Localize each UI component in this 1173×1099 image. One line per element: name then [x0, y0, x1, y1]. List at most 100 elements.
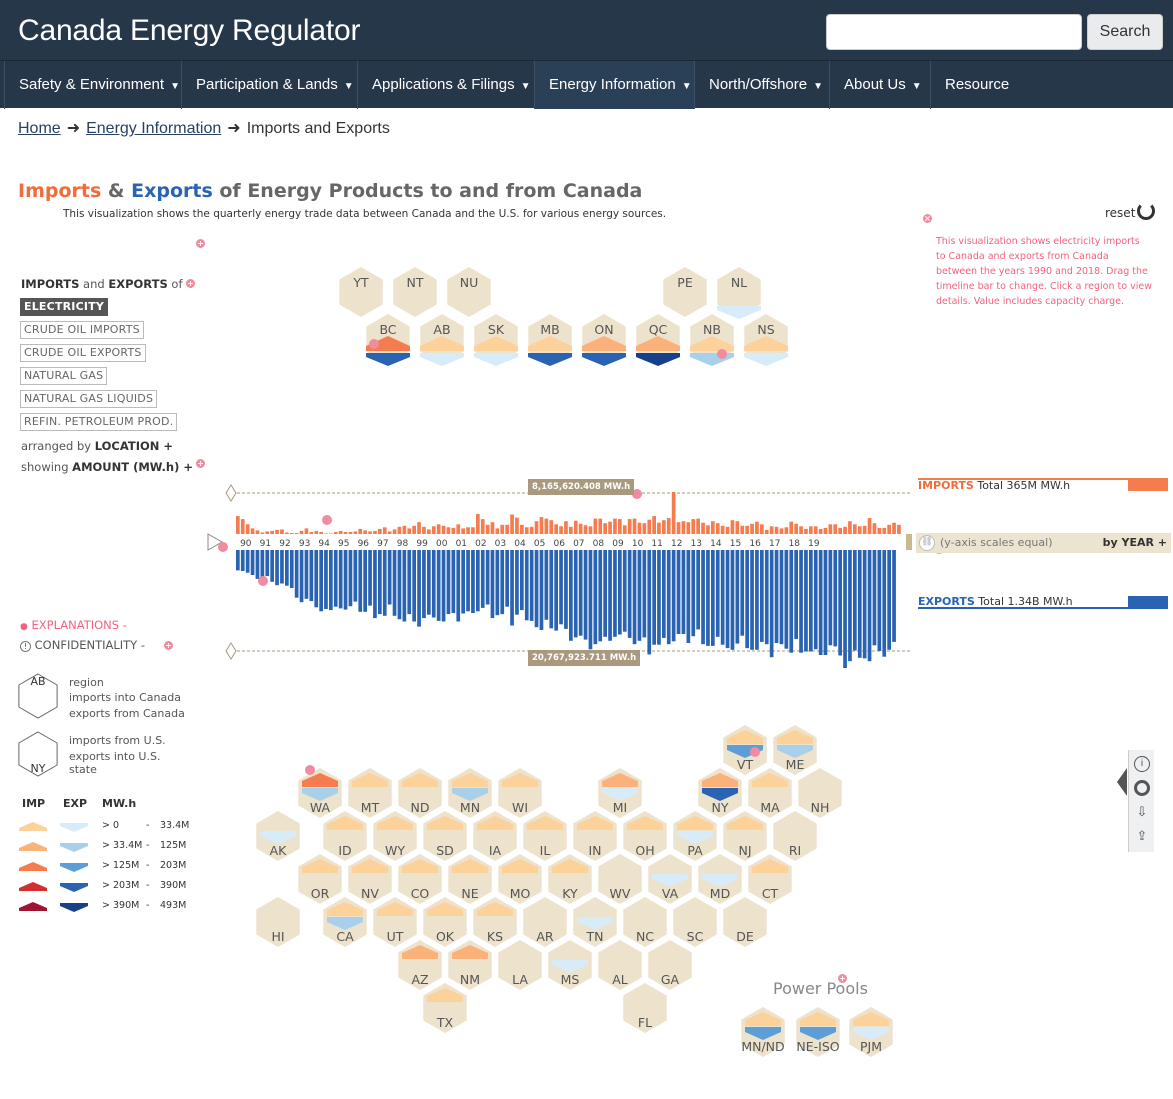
info-icon[interactable]: i — [1134, 756, 1150, 772]
energy-source-natural-gas-liquids[interactable]: NATURAL GAS LIQUIDS — [20, 390, 158, 408]
export-bar — [333, 550, 338, 607]
region-hex-nh[interactable] — [798, 768, 842, 818]
note-toggle-icon[interactable]: × — [923, 214, 932, 223]
import-bar — [294, 533, 299, 534]
x-tick-label: 09 — [612, 539, 624, 549]
annotation-plus-icon[interactable]: + — [196, 239, 205, 248]
export-bar — [520, 550, 524, 611]
import-bar — [867, 518, 872, 534]
arranged-value[interactable]: LOCATION + — [94, 439, 174, 453]
tools-collapse-icon[interactable] — [1117, 768, 1127, 796]
energy-source-refin-petroleum-prod[interactable]: REFIN. PETROLEUM PROD. — [20, 413, 178, 431]
reset-label[interactable]: reset — [1105, 206, 1136, 220]
annotation-plus-icon[interactable] — [632, 489, 642, 499]
x-tick-label: 99 — [416, 539, 428, 549]
max-import-handle[interactable] — [225, 484, 237, 502]
explanations-toggle[interactable]: ● EXPLANATIONS - — [20, 618, 127, 632]
region-hex-fl[interactable] — [623, 983, 667, 1033]
annotation-plus-icon[interactable]: + — [186, 279, 195, 288]
timeline-end-handle[interactable] — [906, 534, 912, 550]
import-arrow-icon — [402, 859, 438, 873]
region-hex-hi[interactable] — [256, 897, 300, 947]
region-hex-ar[interactable] — [523, 897, 567, 947]
nav-item-about-us[interactable]: About Us ▼ — [829, 61, 930, 109]
region-hex-nt[interactable] — [393, 267, 437, 317]
search-button[interactable]: Search — [1087, 14, 1163, 50]
energy-source-crude-oil-exports[interactable]: CRUDE OIL EXPORTS — [20, 344, 146, 362]
export-bar — [490, 550, 495, 619]
region-label-mn-nd: MN/ND — [741, 1039, 784, 1054]
nav-item-label: Safety & Environment — [19, 76, 165, 93]
legend-imports-from-us: imports from U.S. — [69, 734, 166, 747]
region-hex-yt[interactable] — [339, 267, 383, 317]
nav-item-safety-environment[interactable]: Safety & Environment ▼ — [4, 61, 181, 109]
region-hex-wv[interactable] — [598, 854, 642, 904]
scale-toggle-bar[interactable]: (y-axis scales equal) by YEAR + — [916, 533, 1171, 553]
annotation-plus-icon[interactable]: + — [196, 459, 205, 468]
showing-value[interactable]: AMOUNT (MW.h) + — [72, 460, 194, 474]
annotation-plus-icon[interactable] — [750, 747, 760, 757]
search-input[interactable] — [826, 14, 1082, 50]
import-bar — [603, 523, 607, 534]
import-bar — [539, 517, 544, 534]
region-hex-ri[interactable] — [773, 811, 817, 861]
nav-item-applications-filings[interactable]: Applications & Filings ▼ — [357, 61, 534, 109]
nav-item-resource-centre[interactable]: Resource Centre ▼ — [930, 61, 1072, 141]
export-bar — [833, 550, 838, 647]
region-label-de: DE — [736, 929, 754, 944]
max-export-handle[interactable] — [225, 642, 237, 660]
energy-source-crude-oil-imports[interactable]: CRUDE OIL IMPORTS — [20, 321, 144, 339]
exports-total-swatch — [1128, 596, 1168, 608]
share-icon[interactable]: ⇪ — [1136, 828, 1148, 843]
annotation-plus-icon[interactable] — [218, 542, 228, 552]
nav-item-energy-information[interactable]: Energy Information ▼ — [534, 61, 694, 109]
region-hex-al[interactable] — [598, 940, 642, 990]
region-hex-de[interactable] — [723, 897, 767, 947]
arranged-label: arranged by — [21, 439, 95, 453]
region-hex-nl[interactable] — [717, 267, 761, 317]
timeline-start-handle[interactable] — [207, 533, 224, 551]
import-bar — [529, 526, 534, 534]
export-bar — [784, 550, 789, 649]
legend-imports-into: imports into Canada — [69, 691, 181, 704]
breadcrumb-home[interactable]: Home — [18, 120, 61, 137]
import-bar — [809, 526, 813, 534]
nav-item-north-offshore[interactable]: North/Offshore ▼ — [694, 61, 829, 109]
import-bar — [813, 526, 818, 534]
export-bar — [500, 550, 505, 615]
region-hex-pe[interactable] — [663, 267, 707, 317]
breadcrumb-energy-information[interactable]: Energy Information — [86, 120, 222, 137]
nav-item-label: Energy Information — [549, 76, 676, 93]
nav-item-participation-lands[interactable]: Participation & Lands ▼ — [181, 61, 357, 109]
region-hex-sc[interactable] — [673, 897, 717, 947]
annotation-plus-icon[interactable]: + — [164, 641, 173, 650]
export-bar — [397, 550, 402, 620]
reset-circle-icon[interactable] — [1134, 780, 1150, 796]
region-hex-nu[interactable] — [447, 267, 491, 317]
energy-source-electricity[interactable]: ELECTRICITY — [20, 298, 109, 316]
region-hex-la[interactable] — [498, 940, 542, 990]
annotation-plus-icon[interactable] — [305, 765, 315, 775]
by-year-toggle[interactable]: by YEAR + — [1102, 536, 1167, 549]
export-bar — [769, 550, 774, 658]
link-icon[interactable]: ⛓ — [919, 535, 935, 551]
annotation-plus-icon[interactable]: + — [838, 974, 847, 983]
region-hex-ga[interactable] — [648, 940, 692, 990]
energy-source-natural-gas[interactable]: NATURAL GAS — [20, 367, 108, 385]
export-bar — [622, 550, 627, 632]
export-arrow-icon — [474, 353, 518, 366]
annotation-plus-icon[interactable] — [322, 515, 332, 525]
annotation-plus-icon[interactable] — [369, 339, 379, 349]
site-title[interactable]: Canada Energy Regulator — [18, 14, 361, 47]
import-bar — [613, 518, 617, 534]
download-icon[interactable]: ⇩ — [1136, 804, 1148, 819]
reset-icon[interactable] — [1137, 202, 1155, 220]
confidentiality-toggle[interactable]: ! CONFIDENTIALITY - — [20, 638, 145, 652]
import-bar — [715, 523, 720, 534]
region-hex-nc[interactable] — [623, 897, 667, 947]
annotation-plus-icon[interactable] — [258, 576, 268, 586]
region-label-mo: MO — [510, 886, 531, 901]
export-bar — [867, 550, 872, 662]
export-bar — [774, 550, 779, 643]
annotation-plus-icon[interactable] — [717, 349, 727, 359]
